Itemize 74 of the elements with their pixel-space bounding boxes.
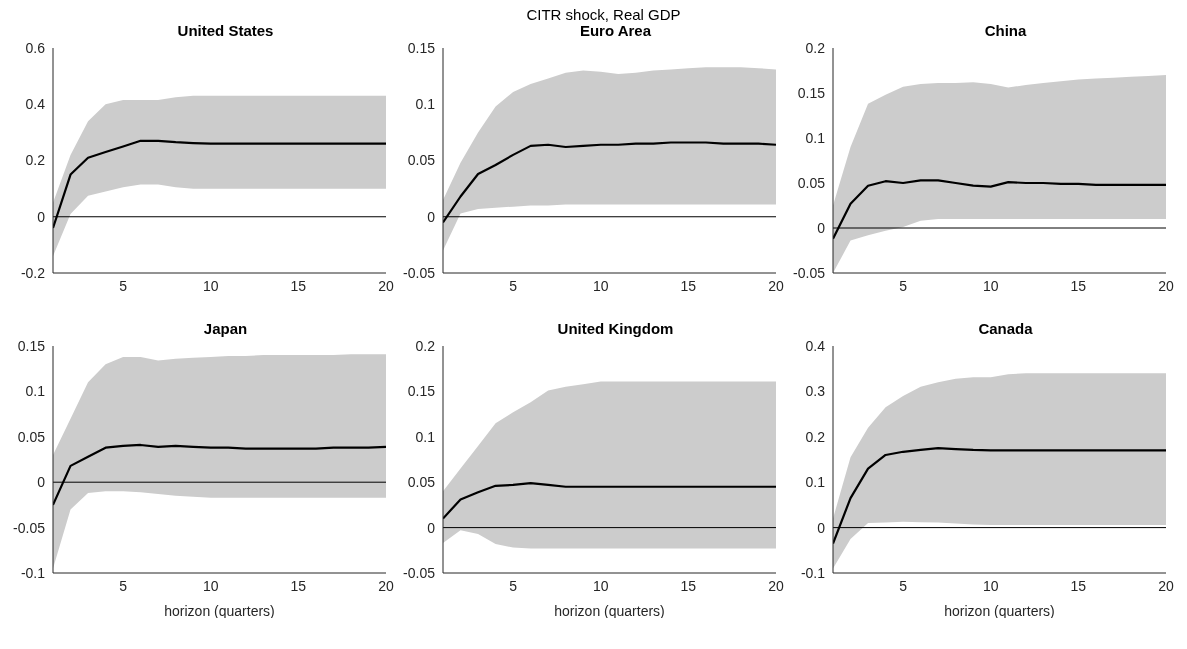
line-series — [833, 179, 1166, 240]
line-series — [53, 443, 386, 506]
y-tick-label: 0.15 — [407, 39, 436, 56]
y-tick-label: -0.05 — [13, 519, 46, 536]
x-tick-label: 20 — [378, 277, 394, 294]
y-tick-label: 0.4 — [805, 337, 826, 354]
x-tick-label: 15 — [290, 277, 307, 294]
y-tick-label: 0 — [427, 519, 436, 536]
x-tick-label: 5 — [509, 577, 518, 594]
y-tick-label: 0.15 — [407, 383, 436, 400]
y-tick-label: 0.05 — [407, 474, 436, 491]
y-tick-label: 0.2 — [25, 152, 46, 169]
y-tick-label: 0.1 — [805, 129, 826, 146]
y-tick-label: 0.1 — [415, 428, 436, 445]
x-tick-label: 10 — [982, 577, 999, 594]
x-tick-label: 5 — [119, 577, 128, 594]
y-tick-label: 0.1 — [25, 383, 46, 400]
x-tick-label: 5 — [899, 577, 908, 594]
x-tick-label: 10 — [592, 277, 609, 294]
x-tick-label: 20 — [378, 577, 394, 594]
x-tick-label: 20 — [1158, 277, 1174, 294]
y-tick-label: 0 — [817, 519, 826, 536]
x-tick-label: 10 — [202, 277, 219, 294]
chart-title: China — [983, 22, 1028, 40]
x-axis-title: horizon (quarters) — [164, 603, 275, 619]
text: CITR shock, Real GDP — [526, 6, 681, 23]
x-tick-label: 15 — [290, 577, 307, 594]
y-tick-label: 0.6 — [25, 39, 46, 56]
y-tick-label: 0 — [427, 208, 436, 225]
y-tick-label: 0.2 — [805, 428, 826, 445]
x-tick-label: 5 — [899, 277, 908, 294]
y-tick-label: 0.05 — [17, 428, 46, 445]
y-tick-label: 0.3 — [805, 383, 826, 400]
x-tick-label: 10 — [982, 277, 999, 294]
y-tick-label: 0.05 — [407, 152, 436, 169]
y-tick-label: -0.05 — [403, 264, 436, 281]
y-tick-label: 0.15 — [17, 337, 46, 354]
y-tick-label: 0 — [37, 208, 46, 225]
chart-title: United Kingdom — [556, 320, 675, 338]
y-tick-label: -0.1 — [800, 564, 826, 581]
x-tick-label: 5 — [119, 277, 128, 294]
y-tick-label: 0.05 — [797, 174, 826, 191]
x-tick-label: 10 — [592, 577, 609, 594]
line-series — [443, 482, 776, 520]
x-tick-label: 10 — [202, 577, 219, 594]
x-tick-label: 20 — [768, 277, 784, 294]
y-tick-label: 0.1 — [805, 474, 826, 491]
y-tick-label: 0.2 — [415, 337, 436, 354]
y-tick-label: -0.1 — [20, 564, 46, 581]
y-tick-label: -0.05 — [793, 264, 826, 281]
x-tick-label: 15 — [680, 577, 697, 594]
y-tick-label: 0.15 — [797, 84, 826, 101]
y-tick-label: -0.05 — [403, 564, 436, 581]
y-tick-label: 0 — [817, 219, 826, 236]
line-series — [833, 447, 1166, 545]
line-series — [443, 141, 776, 224]
y-tick-label: 0.1 — [415, 96, 436, 113]
x-axis-title: horizon (quarters) — [554, 603, 665, 619]
x-tick-label: 20 — [768, 577, 784, 594]
x-axis-title: horizon (quarters) — [944, 603, 1055, 619]
line-series — [53, 139, 386, 230]
chart-title: Canada — [977, 320, 1034, 338]
x-tick-label: 15 — [1070, 277, 1087, 294]
chart-title: Japan — [202, 320, 249, 338]
y-tick-label: 0.2 — [805, 39, 826, 56]
x-tick-label: 15 — [680, 277, 697, 294]
x-tick-label: 5 — [509, 277, 518, 294]
chart-title: Euro Area — [578, 22, 653, 40]
y-tick-label: 0 — [37, 474, 46, 491]
x-tick-label: 15 — [1070, 577, 1087, 594]
y-tick-label: -0.2 — [20, 264, 46, 281]
chart-title: United States — [176, 22, 275, 40]
y-tick-label: 0.4 — [25, 96, 46, 113]
x-tick-label: 20 — [1158, 577, 1174, 594]
